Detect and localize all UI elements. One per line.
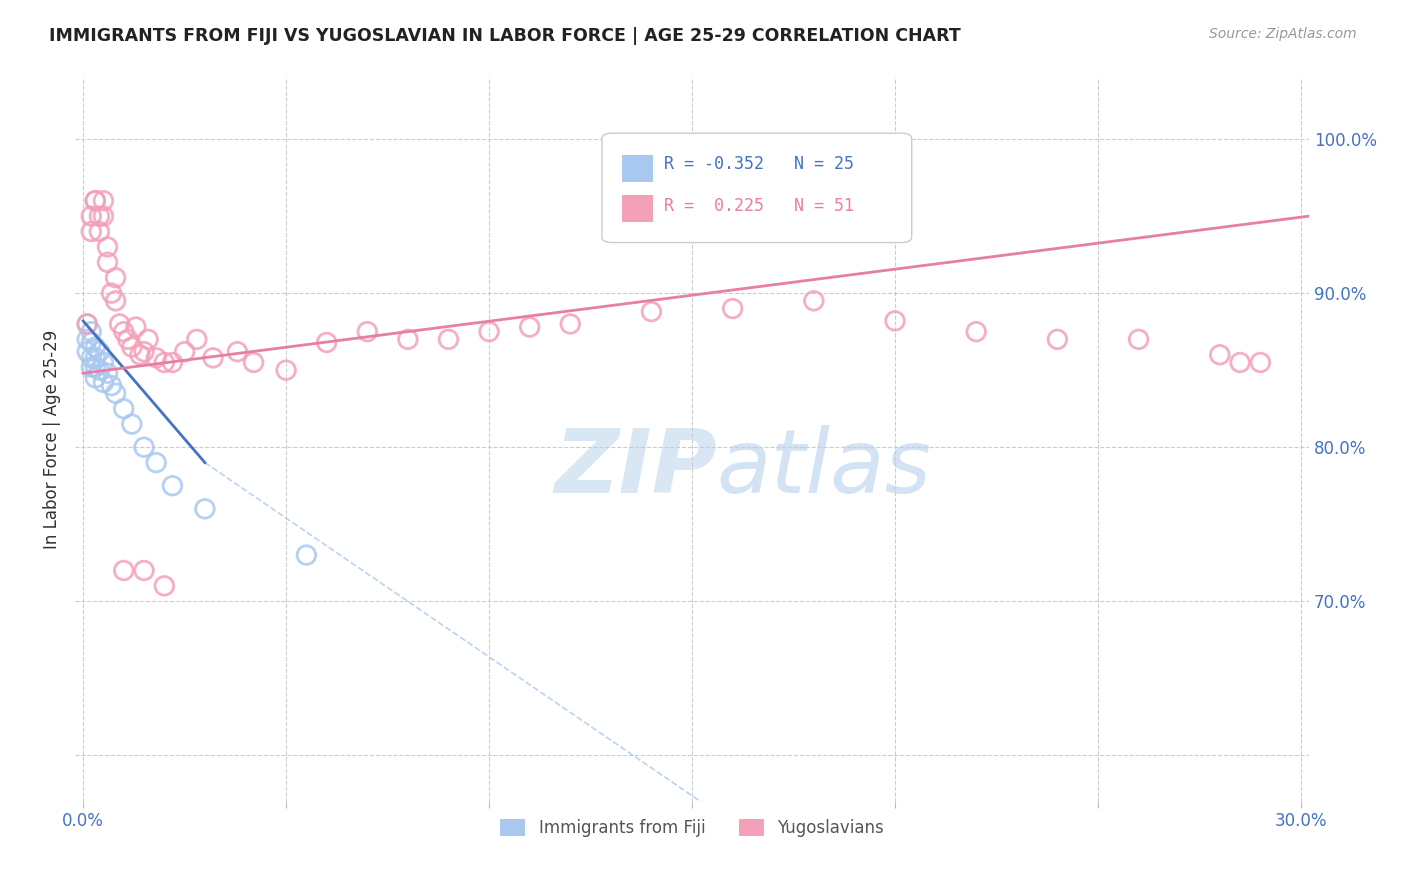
Point bbox=[121, 340, 143, 354]
Point bbox=[162, 355, 184, 369]
Point bbox=[76, 332, 98, 346]
FancyBboxPatch shape bbox=[602, 133, 911, 243]
Point bbox=[194, 501, 217, 516]
Point bbox=[965, 325, 987, 339]
Point bbox=[104, 293, 127, 308]
Point bbox=[84, 360, 107, 375]
Point bbox=[104, 386, 127, 401]
Text: R =  0.225   N = 51: R = 0.225 N = 51 bbox=[664, 196, 853, 215]
Point bbox=[84, 371, 107, 385]
Point bbox=[1128, 332, 1150, 346]
Point bbox=[121, 417, 143, 431]
Point bbox=[173, 344, 195, 359]
Point bbox=[519, 320, 541, 334]
Point bbox=[93, 209, 115, 223]
Point bbox=[84, 340, 107, 354]
Point bbox=[96, 240, 118, 254]
Point bbox=[721, 301, 744, 316]
Point bbox=[76, 317, 98, 331]
FancyBboxPatch shape bbox=[621, 155, 652, 183]
Point bbox=[104, 270, 127, 285]
Point bbox=[560, 317, 582, 331]
Point bbox=[80, 209, 103, 223]
Point bbox=[315, 335, 337, 350]
FancyBboxPatch shape bbox=[621, 194, 652, 222]
Point bbox=[242, 355, 264, 369]
Point bbox=[80, 225, 103, 239]
Point bbox=[80, 351, 103, 365]
Point bbox=[84, 351, 107, 365]
Point bbox=[129, 348, 152, 362]
Point bbox=[1229, 355, 1251, 369]
Point bbox=[96, 255, 118, 269]
Text: ZIP: ZIP bbox=[554, 425, 717, 512]
Point bbox=[112, 564, 135, 578]
Point bbox=[153, 355, 176, 369]
Point bbox=[76, 317, 98, 331]
Point bbox=[93, 194, 115, 208]
Legend: Immigrants from Fiji, Yugoslavians: Immigrants from Fiji, Yugoslavians bbox=[494, 813, 890, 844]
Point bbox=[437, 332, 460, 346]
Point bbox=[640, 304, 662, 318]
Point bbox=[89, 344, 111, 359]
Point bbox=[84, 194, 107, 208]
Point bbox=[162, 479, 184, 493]
Point bbox=[108, 317, 131, 331]
Point bbox=[274, 363, 297, 377]
Point bbox=[132, 440, 155, 454]
Point bbox=[117, 332, 139, 346]
Point bbox=[112, 325, 135, 339]
Point bbox=[803, 293, 825, 308]
Point bbox=[132, 344, 155, 359]
Text: Source: ZipAtlas.com: Source: ZipAtlas.com bbox=[1209, 27, 1357, 41]
Point bbox=[93, 355, 115, 369]
Point bbox=[125, 320, 148, 334]
Point bbox=[186, 332, 208, 346]
Point bbox=[226, 344, 249, 359]
Point bbox=[93, 376, 115, 390]
Point bbox=[80, 360, 103, 375]
Point bbox=[145, 456, 167, 470]
Point bbox=[1046, 332, 1069, 346]
Point bbox=[89, 363, 111, 377]
Point bbox=[100, 378, 122, 392]
Point bbox=[145, 351, 167, 365]
Point bbox=[89, 209, 111, 223]
Text: R = -0.352   N = 25: R = -0.352 N = 25 bbox=[664, 154, 853, 173]
Point bbox=[356, 325, 378, 339]
Y-axis label: In Labor Force | Age 25-29: In Labor Force | Age 25-29 bbox=[44, 330, 60, 549]
Point bbox=[136, 332, 159, 346]
Point bbox=[295, 548, 318, 562]
Text: IMMIGRANTS FROM FIJI VS YUGOSLAVIAN IN LABOR FORCE | AGE 25-29 CORRELATION CHART: IMMIGRANTS FROM FIJI VS YUGOSLAVIAN IN L… bbox=[49, 27, 960, 45]
Point bbox=[132, 564, 155, 578]
Point bbox=[1249, 355, 1271, 369]
Point bbox=[84, 194, 107, 208]
Point bbox=[396, 332, 419, 346]
Point bbox=[153, 579, 176, 593]
Text: atlas: atlas bbox=[717, 425, 932, 511]
Point bbox=[884, 314, 907, 328]
Point bbox=[202, 351, 225, 365]
Point bbox=[80, 335, 103, 350]
Point bbox=[80, 325, 103, 339]
Point bbox=[1209, 348, 1232, 362]
Point bbox=[112, 401, 135, 416]
Point bbox=[100, 286, 122, 301]
Point bbox=[89, 225, 111, 239]
Point bbox=[96, 366, 118, 380]
Point bbox=[76, 344, 98, 359]
Point bbox=[478, 325, 501, 339]
